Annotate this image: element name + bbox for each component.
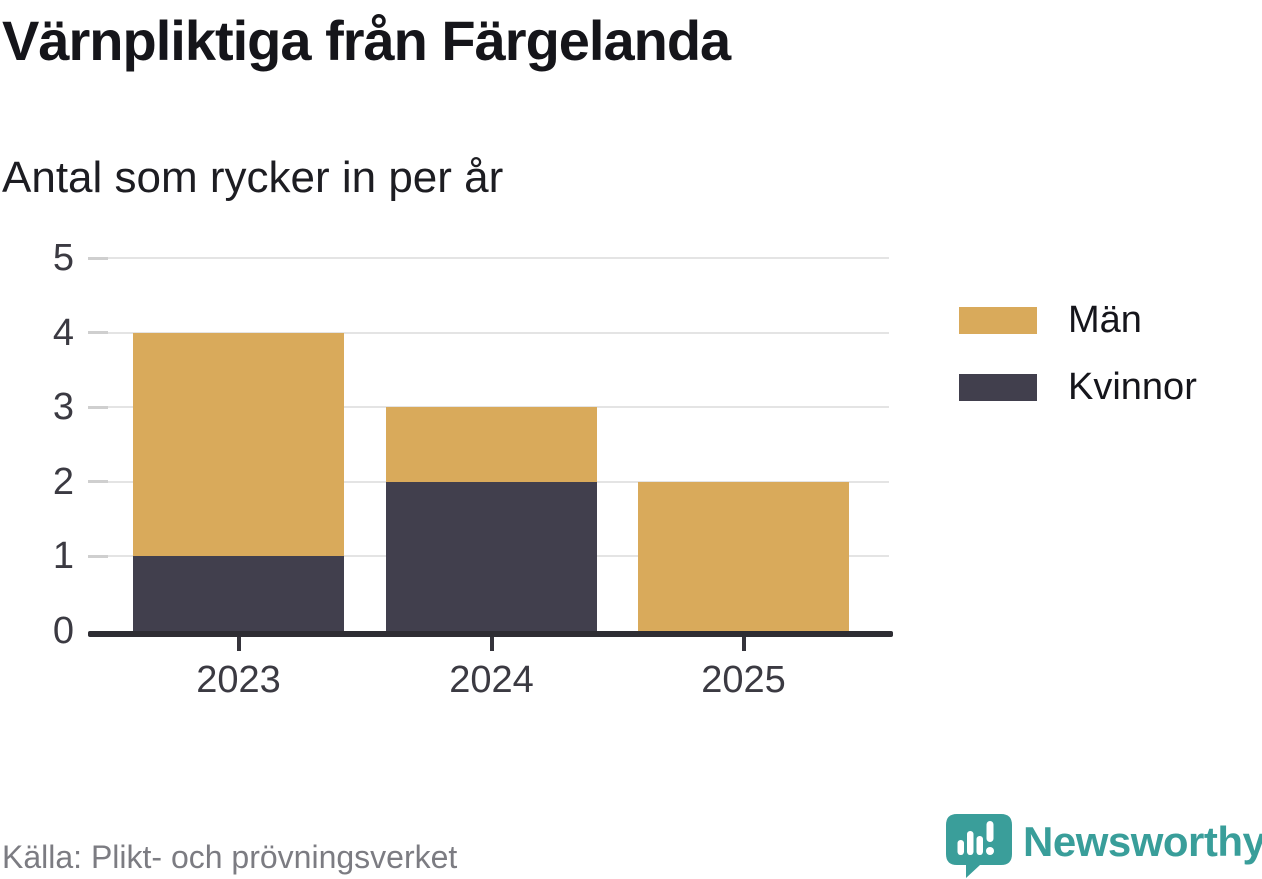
chart-title: Värnpliktiga från Färgelanda: [2, 9, 731, 72]
y-tick-label: 4: [52, 311, 74, 354]
y-tick-mark: [88, 256, 108, 260]
man-series-swatch: [959, 306, 1037, 334]
legend-label-kvinnor: Kvinnor: [1068, 366, 1197, 408]
y-tick-label: 1: [52, 535, 74, 578]
y-tick-label: 5: [52, 237, 74, 279]
legend: Män Kvinnor: [959, 301, 1197, 435]
y-tick-label: 3: [52, 386, 74, 429]
newsworthy-bubble-icon: [946, 814, 1012, 878]
y-tick-mark: [88, 554, 108, 558]
bar-kvinnor-2023: [133, 556, 344, 631]
bar-män-2025: [638, 481, 849, 631]
y-tick-mark: [88, 480, 108, 484]
y-tick-mark: [88, 331, 108, 335]
bar-män-2023: [133, 332, 344, 557]
bar-kvinnor-2024: [386, 481, 597, 631]
legend-item-man: Män: [959, 301, 1197, 339]
legend-item-kvinnor: Kvinnor: [959, 368, 1197, 406]
x-tick-label-2024: 2024: [449, 659, 534, 701]
bar-män-2024: [386, 407, 597, 482]
y-tick-label: 0: [52, 610, 74, 652]
x-tick-mark: [489, 637, 494, 651]
chart-subtitle: Antal som rycker in per år: [2, 153, 504, 202]
gridline: [90, 331, 889, 334]
y-tick-mark: [88, 405, 108, 409]
newsworthy-logo: Newsworthy: [946, 814, 1262, 878]
gridline: [90, 257, 889, 259]
y-tick-label: 2: [52, 460, 74, 503]
x-axis-line: [88, 631, 893, 637]
x-tick-mark: [236, 637, 241, 651]
legend-label-man: Män: [1068, 299, 1142, 341]
source-caption: Källa: Plikt- och prövningsverket: [2, 839, 458, 875]
x-tick-mark: [741, 637, 746, 651]
x-tick-label-2025: 2025: [701, 659, 786, 701]
kvinnor-series-swatch: [959, 373, 1037, 401]
newsworthy-wordmark: Newsworthy: [1023, 818, 1262, 865]
x-tick-label-2023: 2023: [196, 659, 281, 701]
